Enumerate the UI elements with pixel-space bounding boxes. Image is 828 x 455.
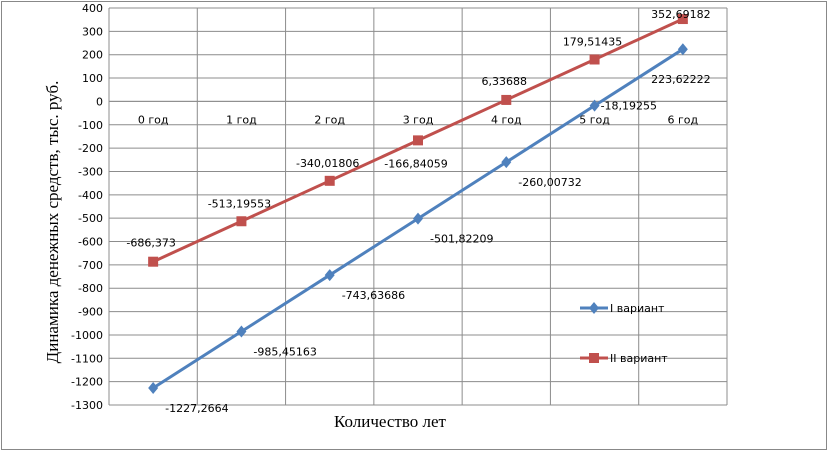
- y-tick-label: -400: [78, 189, 103, 202]
- data-point-marker: [501, 94, 512, 105]
- data-point-marker: [236, 216, 247, 227]
- data-point-marker: [677, 43, 688, 56]
- x-tick-label: 0 год: [138, 113, 169, 126]
- data-point-marker: [677, 14, 688, 25]
- data-label: 352,69182: [651, 8, 711, 21]
- y-tick-label: -600: [78, 236, 103, 249]
- legend: I вариант II вариант: [580, 302, 668, 365]
- legend-label: I вариант: [610, 302, 665, 315]
- data-label: -166,84059: [384, 157, 447, 170]
- y-tick-label: -200: [78, 142, 103, 155]
- x-tick-label: 2 год: [314, 113, 345, 126]
- y-axis-title: Динамика денежных средств, тыс. руб.: [43, 81, 62, 364]
- legend-label: II вариант: [610, 352, 668, 365]
- y-tick-label: -100: [78, 119, 103, 132]
- data-label: -743,63686: [342, 289, 405, 302]
- data-label: -513,19553: [208, 197, 271, 210]
- y-tick-label: 400: [82, 2, 103, 15]
- grid: [108, 7, 728, 406]
- y-tick-label: -1100: [71, 352, 103, 365]
- y-tick-label: -1200: [71, 376, 103, 389]
- data-label: -1227,2664: [165, 402, 228, 415]
- data-point-marker: [324, 269, 335, 282]
- data-label: -260,00732: [518, 176, 581, 189]
- y-tick-label: 0: [96, 95, 103, 108]
- data-label: -18,19255: [601, 100, 657, 113]
- x-tick-label: 5 год: [579, 113, 610, 126]
- data-labels: -1227,2664 -985,45163 -743,63686 -501,82209…: [126, 8, 710, 415]
- y-tick-label: -700: [78, 259, 103, 272]
- x-tick-label: 6 год: [668, 113, 699, 126]
- x-tick-label: 3 год: [403, 113, 434, 126]
- data-point-marker: [589, 99, 600, 112]
- data-point-marker: [148, 256, 159, 267]
- data-point-marker: [413, 135, 423, 146]
- x-tick-label: 4 год: [491, 113, 522, 126]
- legend-marker: [589, 302, 599, 314]
- data-point-marker: [236, 325, 247, 338]
- y-tick-label: -300: [78, 165, 103, 178]
- data-label: -985,45163: [253, 346, 316, 359]
- legend-marker: [589, 353, 599, 363]
- y-tick-label: -800: [78, 282, 103, 295]
- series-group: [148, 14, 688, 395]
- y-tick-label: 300: [82, 25, 103, 38]
- data-label: 223,62222: [651, 73, 711, 86]
- y-tick-label: -1300: [71, 399, 103, 412]
- y-tick-label: -900: [78, 306, 103, 319]
- data-point-marker: [324, 175, 335, 186]
- y-tick-label: -500: [78, 212, 103, 225]
- data-label: -501,82209: [430, 233, 493, 246]
- y-tick-label: -1000: [71, 329, 103, 342]
- data-point-marker: [589, 54, 600, 65]
- data-point-marker: [413, 212, 423, 225]
- y-tick-label: 200: [82, 49, 103, 62]
- x-axis-title: Количество лет: [334, 412, 447, 431]
- y-tick-label: 100: [82, 72, 103, 85]
- data-point-marker: [501, 156, 512, 169]
- data-label: 179,51435: [563, 35, 623, 48]
- x-tick-label: 1 год: [226, 113, 257, 126]
- data-label: -340,01806: [296, 157, 359, 170]
- data-point-marker: [148, 382, 159, 395]
- data-label: 6,33688: [482, 75, 528, 88]
- x-tick-labels: 0 год 1 год 2 год 3 год 4 год 5 год 6 год: [138, 113, 699, 126]
- data-label: -686,373: [126, 237, 175, 250]
- y-tick-labels: -1300-1200-1100-1000-900-800-700-600-500…: [71, 2, 103, 412]
